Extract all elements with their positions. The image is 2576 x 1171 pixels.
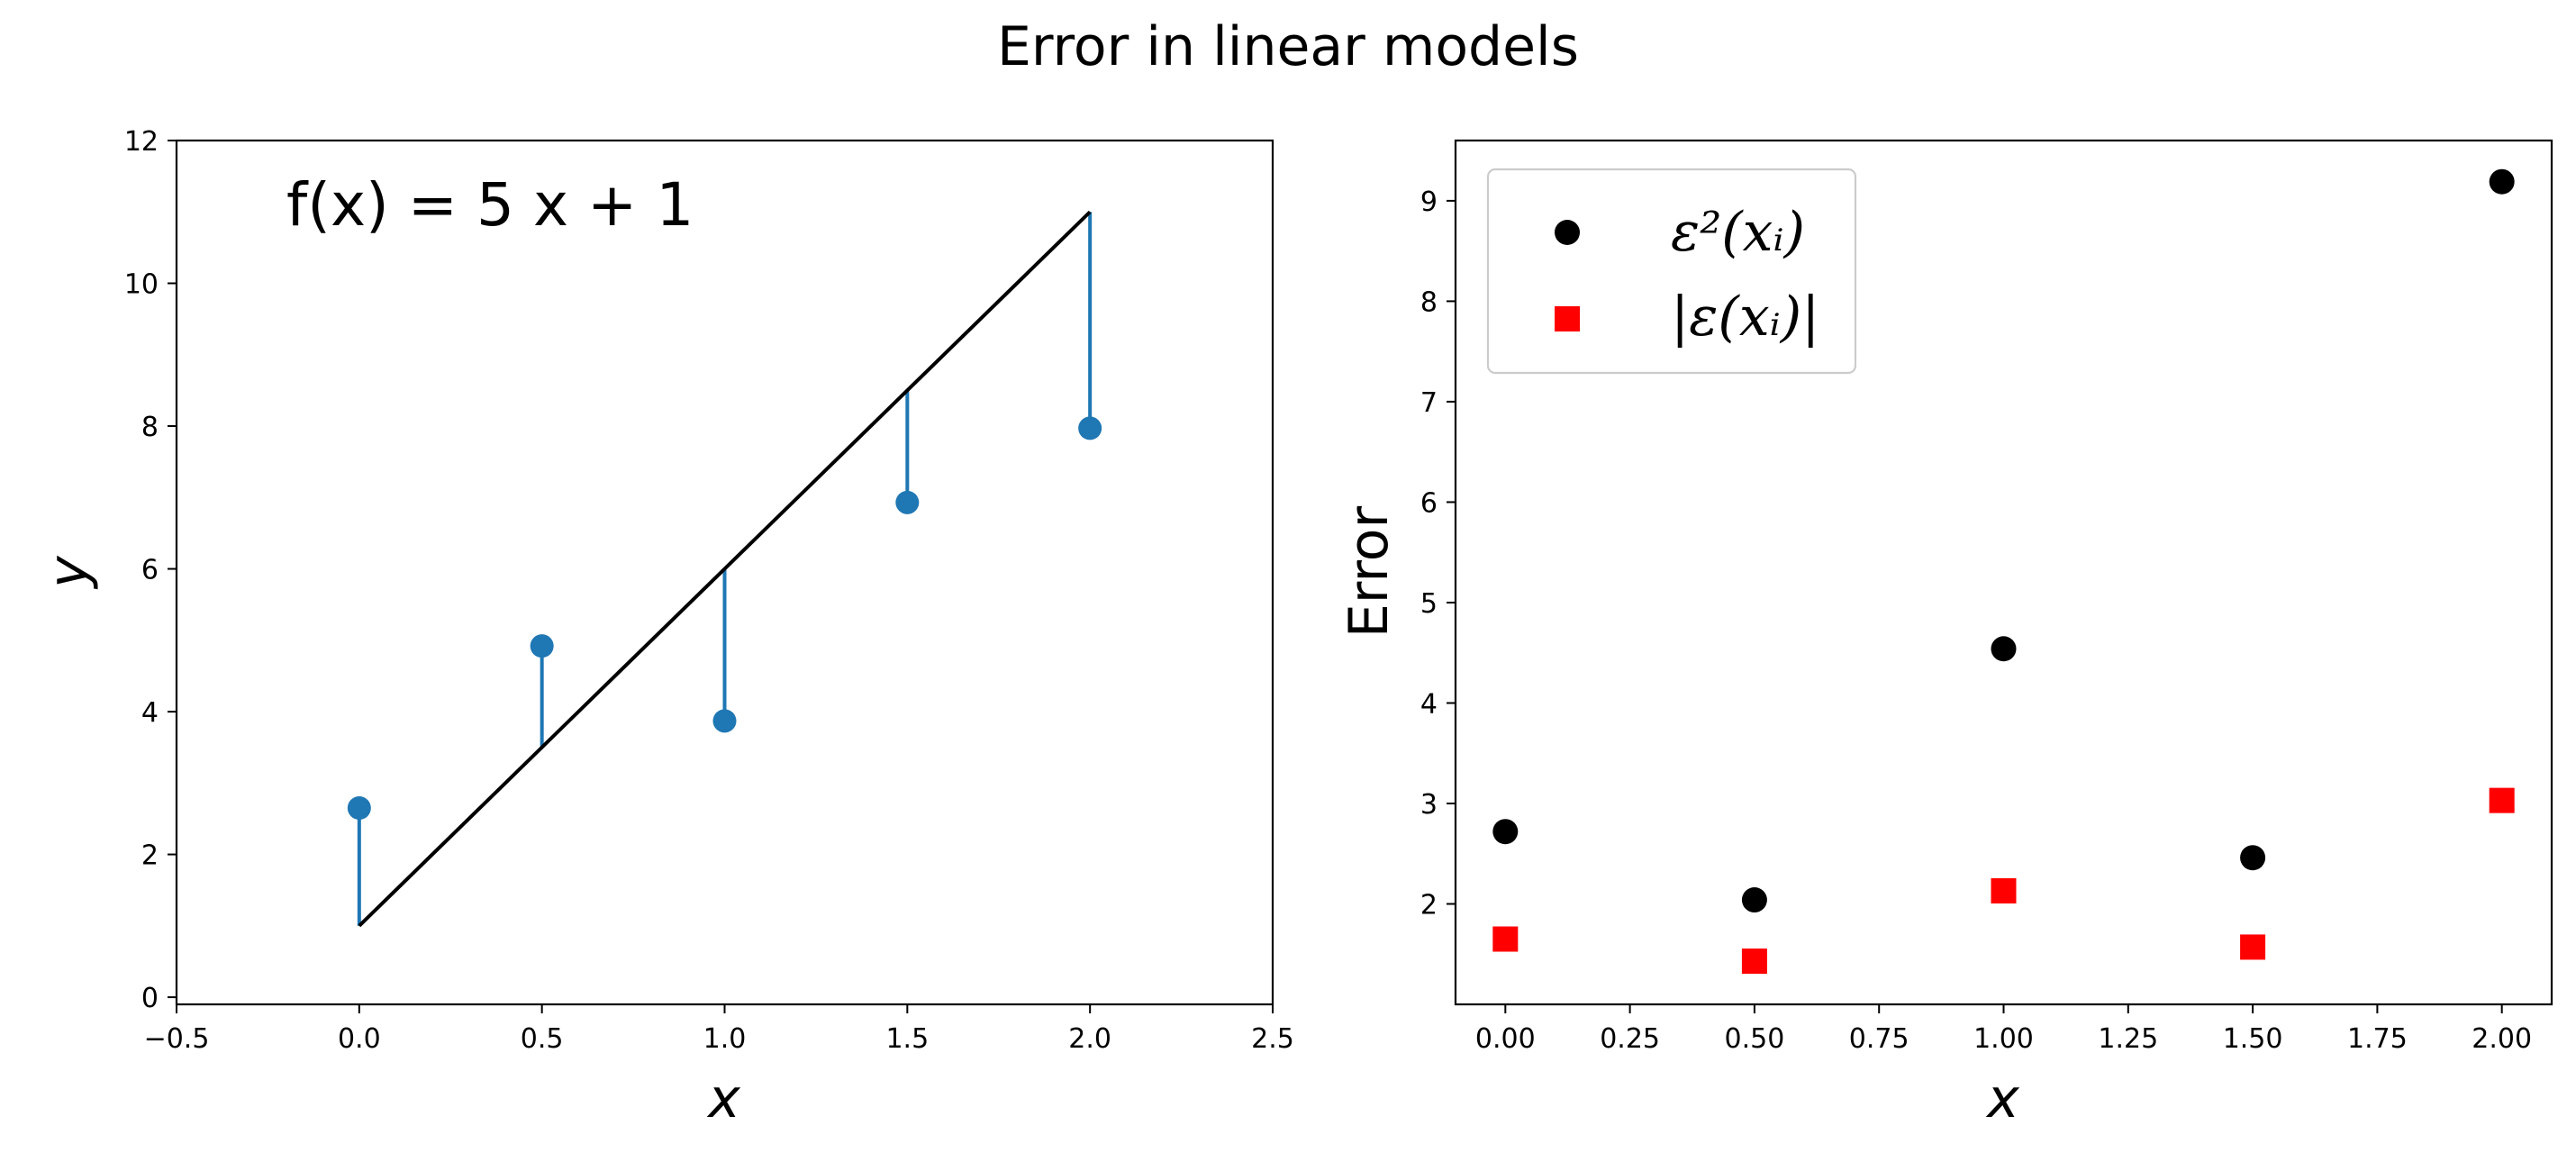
right-x-tick-label: 1.50: [2223, 1023, 2283, 1055]
right-x-tick-label: 0.75: [1849, 1023, 1909, 1055]
right-y-tick-label: 8: [1420, 286, 1438, 318]
right-y-tick-label: 9: [1420, 186, 1438, 218]
data-point: [530, 634, 554, 658]
right-x-tick-label: 0.25: [1600, 1023, 1660, 1055]
left-y-tick-label: 2: [141, 840, 159, 872]
squared-error-point: [1492, 819, 1519, 845]
left-ticks: −0.5 0.0 0.5 1.0 1.5 2.0 2.5 0 2 4 6 8 10 12: [124, 126, 1294, 1055]
squared-error-point: [1741, 887, 1767, 913]
absolute-error-point: [1741, 949, 1767, 975]
absolute-error-point: [1991, 877, 2017, 903]
right-y-tick-label: 4: [1420, 688, 1438, 720]
absolute-error-point: [2240, 934, 2266, 960]
absolute-error-point: [1492, 926, 1519, 952]
left-x-tick-label: 1.0: [703, 1023, 747, 1055]
right-x-axis-label: x: [1985, 1067, 2019, 1130]
right-y-tick-label: 7: [1420, 387, 1438, 419]
absolute-error-point: [2489, 787, 2515, 813]
right-y-tick-label: 5: [1420, 588, 1438, 620]
right-x-tick-label: 1.75: [2347, 1023, 2408, 1055]
figure-suptitle: Error in linear models: [997, 15, 1579, 78]
right-plot-marks: [1492, 168, 2515, 975]
legend-label-squared-error: ε²(xᵢ): [1671, 201, 1805, 264]
left-x-tick-label: 0.5: [521, 1023, 564, 1055]
left-axes: −0.5 0.0 0.5 1.0 1.5 2.0 2.5 0 2 4 6 8 10 12 f(x) = 5…: [37, 126, 1294, 1130]
left-x-axis-label: x: [706, 1067, 740, 1130]
data-point: [712, 709, 737, 733]
right-x-tick-label: 0.50: [1725, 1023, 1785, 1055]
left-y-tick-label: 0: [141, 983, 159, 1014]
right-x-tick-label: 2.00: [2472, 1023, 2532, 1055]
right-y-tick-label: 3: [1420, 789, 1438, 821]
right-y-tick-label: 6: [1420, 487, 1438, 519]
left-x-tick-label: −0.5: [144, 1023, 210, 1055]
data-point: [1078, 416, 1102, 440]
left-x-tick-label: 0.0: [338, 1023, 381, 1055]
legend-label-absolute-error: |ε(xᵢ)|: [1671, 286, 1819, 349]
legend-marker-circle: [1555, 220, 1580, 245]
data-point: [347, 796, 371, 821]
legend-marker-square: [1555, 306, 1580, 331]
left-y-tick-label: 4: [141, 697, 159, 729]
right-y-axis-label: Error: [1338, 506, 1401, 639]
left-x-tick-label: 2.0: [1068, 1023, 1111, 1055]
data-point: [895, 490, 920, 514]
left-y-tick-label: 10: [124, 269, 159, 301]
right-y-tick-label: 2: [1420, 889, 1438, 921]
right-x-tick-label: 1.25: [2098, 1023, 2158, 1055]
left-x-tick-label: 2.5: [1251, 1023, 1294, 1055]
left-x-tick-label: 1.5: [885, 1023, 929, 1055]
right-ticks: 0.00 0.25 0.50 0.75 1.00 1.25 1.50 1.75 2.00 2 3 4 5…: [1420, 186, 2532, 1055]
squared-error-point: [2240, 845, 2266, 871]
left-y-tick-label: 12: [124, 126, 159, 158]
right-x-tick-label: 0.00: [1475, 1023, 1536, 1055]
squared-error-point: [1991, 636, 2017, 662]
left-y-axis-label: y: [37, 555, 100, 590]
model-line: [358, 210, 1092, 928]
left-y-tick-label: 8: [141, 412, 159, 443]
right-axes: 0.00 0.25 0.50 0.75 1.00 1.25 1.50 1.75 2.00 2 3 4 5…: [1338, 139, 2553, 1130]
squared-error-point: [2489, 168, 2515, 195]
right-x-tick-label: 1.00: [1973, 1023, 2034, 1055]
left-annotation: f(x) = 5 x + 1: [286, 170, 694, 240]
legend: ε²(xᵢ) |ε(xᵢ)|: [1486, 168, 1857, 375]
left-y-tick-label: 6: [141, 555, 159, 586]
left-plot-marks: [347, 210, 1102, 928]
